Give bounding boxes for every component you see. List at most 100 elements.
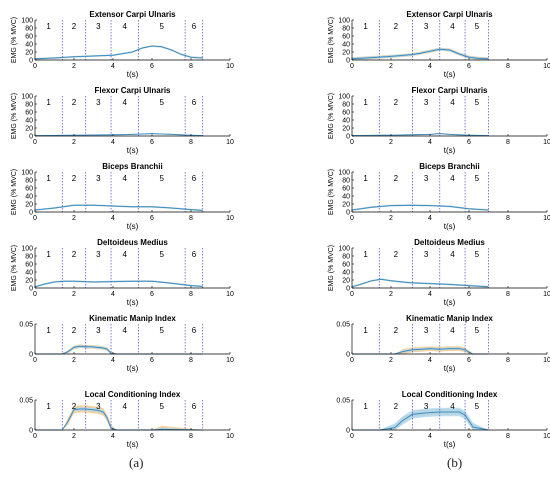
phase-label: 2 [72, 98, 77, 107]
y-tick-label: 40 [342, 270, 350, 277]
std-band-blue [35, 345, 203, 354]
y-axis-label: EMG (% MVC) [11, 93, 18, 139]
phase-label: 1 [46, 326, 51, 335]
y-tick-label: 0.05 [19, 322, 33, 329]
std-band-blue [35, 204, 203, 212]
mean-line [34, 204, 203, 211]
y-tick-label: 100 [338, 170, 350, 177]
phase-label: 5 [160, 326, 165, 335]
x-axis-label: t(s) [444, 222, 456, 231]
x-tick-label: 6 [467, 433, 471, 440]
std-band-orange [35, 344, 203, 354]
y-tick-label: 40 [342, 194, 350, 201]
x-axis-label: t(s) [444, 364, 456, 373]
y-tick-label: 80 [25, 254, 33, 261]
chart-a-6: Local Conditioning Index 1 2 3 4 5 6 0 2 4 6 8 10 0 0.… [19, 390, 234, 449]
phase-label: 3 [424, 174, 429, 183]
phase-label: 4 [450, 250, 455, 259]
y-tick-label: 0 [29, 210, 33, 217]
x-tick-label: 2 [72, 433, 76, 440]
phase-label: 2 [394, 174, 399, 183]
x-tick-label: 0 [350, 433, 354, 440]
phase-label: 5 [160, 22, 165, 31]
phase-label: 3 [96, 98, 101, 107]
phase-label: 3 [96, 402, 101, 411]
chart-title: Kinematic Manip Index [406, 314, 493, 323]
chart-title: Local Conditioning Index [402, 390, 498, 399]
phase-label: 3 [96, 326, 101, 335]
y-tick-label: 60 [342, 262, 350, 269]
y-tick-label: 100 [21, 246, 33, 253]
x-tick-label: 0 [33, 357, 37, 364]
y-tick-label: 80 [25, 26, 33, 33]
chart-title: Extensor Carpi Ulnaris [89, 10, 176, 19]
phase-label: 3 [424, 22, 429, 31]
x-tick-label: 10 [226, 63, 234, 70]
y-tick-label: 0 [29, 58, 33, 65]
y-tick-label: 0 [346, 134, 350, 141]
x-tick-label: 8 [189, 357, 193, 364]
mean-line [35, 345, 203, 355]
x-tick-label: 4 [428, 291, 432, 298]
chart-title: Local Conditioning Index [85, 390, 181, 399]
phase-label: 2 [394, 22, 399, 31]
y-axis-label: EMG (% MVC) [328, 93, 335, 139]
y-tick-label: 60 [25, 110, 33, 117]
phase-label: 6 [192, 174, 197, 183]
std-band-blue [35, 45, 203, 60]
y-tick-label: 80 [342, 254, 350, 261]
std-band-orange [35, 405, 203, 430]
y-tick-label: 20 [342, 278, 350, 285]
y-tick-label: 100 [338, 94, 350, 101]
x-tick-label: 8 [189, 63, 193, 70]
y-tick-label: 0 [346, 210, 350, 217]
phase-label: 5 [160, 98, 165, 107]
phase-label: 5 [160, 402, 165, 411]
y-tick-label: 0 [346, 428, 350, 435]
mean-line [34, 45, 203, 60]
y-tick-label: 40 [25, 118, 33, 125]
y-axis-label: EMG (% MVC) [11, 169, 18, 215]
mean-line [34, 280, 203, 288]
x-tick-label: 8 [506, 357, 510, 364]
y-tick-label: 20 [342, 50, 350, 57]
y-tick-label: 40 [25, 270, 33, 277]
x-tick-label: 4 [428, 215, 432, 222]
phase-label: 5 [475, 174, 480, 183]
x-tick-label: 6 [150, 357, 154, 364]
phase-label: 5 [160, 250, 165, 259]
x-tick-label: 8 [506, 291, 510, 298]
y-tick-label: 20 [25, 202, 33, 209]
std-band-blue [35, 407, 203, 430]
x-tick-label: 6 [150, 291, 154, 298]
phase-label: 6 [192, 326, 197, 335]
phase-label: 2 [72, 326, 77, 335]
x-tick-label: 10 [543, 357, 550, 364]
phase-label: 4 [122, 250, 127, 259]
x-tick-label: 10 [226, 291, 234, 298]
phase-label: 5 [475, 22, 480, 31]
mean-line [351, 204, 489, 211]
phase-label: 4 [450, 174, 455, 183]
y-tick-label: 80 [342, 26, 350, 33]
chart-title: Biceps Branchii [102, 162, 162, 171]
x-tick-label: 4 [111, 139, 115, 146]
y-tick-label: 0 [29, 428, 33, 435]
y-axis-label: EMG (% MVC) [328, 169, 335, 215]
phase-label: 1 [363, 98, 368, 107]
y-tick-label: 60 [25, 186, 33, 193]
phase-label: 2 [72, 402, 77, 411]
x-tick-label: 0 [350, 291, 354, 298]
x-tick-label: 8 [189, 215, 193, 222]
phase-label: 6 [192, 98, 197, 107]
x-tick-label: 4 [111, 357, 115, 364]
x-tick-label: 2 [389, 291, 393, 298]
x-tick-label: 10 [226, 357, 234, 364]
chart-a-5: Kinematic Manip Index 1 2 3 4 5 6 0 2 4 6 8 10 0 0.05 t… [19, 314, 234, 373]
chart-title: Flexor Carpi Ulnaris [411, 86, 488, 95]
phase-label: 6 [192, 22, 197, 31]
y-tick-label: 40 [25, 194, 33, 201]
y-tick-label: 40 [342, 118, 350, 125]
